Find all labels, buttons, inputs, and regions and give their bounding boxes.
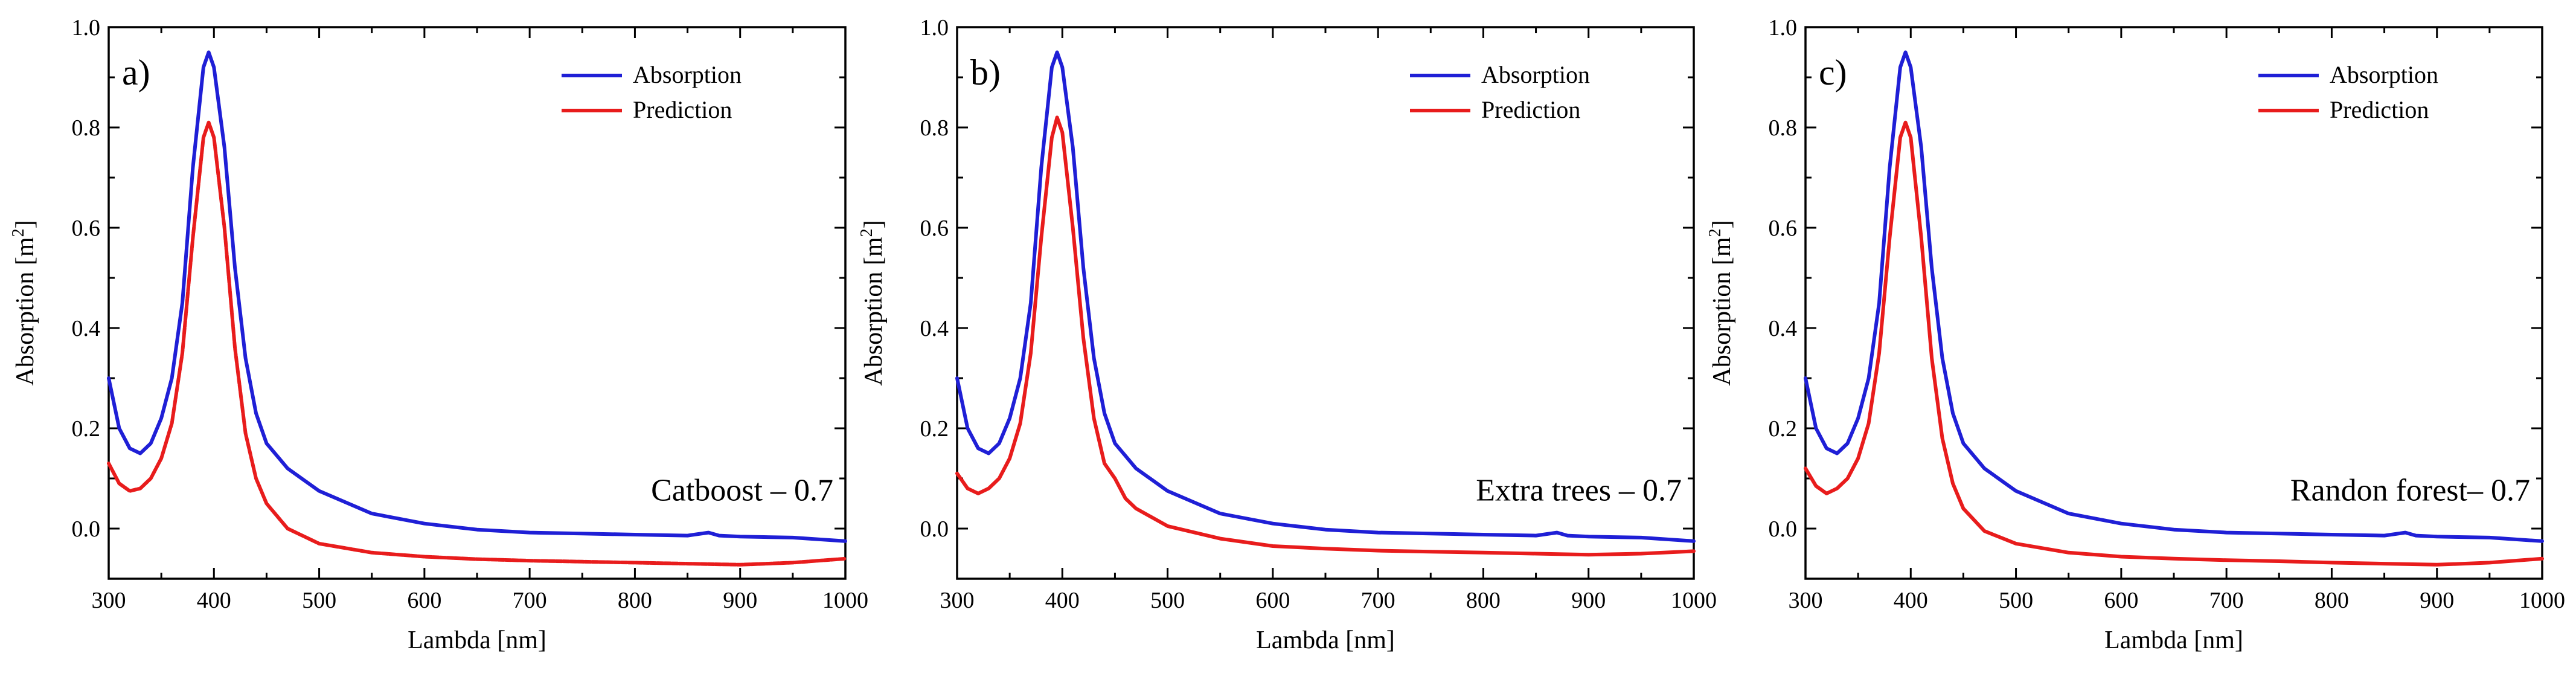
y-tick-label: 1.0 xyxy=(920,15,949,40)
legend-label-absorption: Absorption xyxy=(633,61,742,88)
y-axis-title-main: Absorption [m xyxy=(1708,237,1736,385)
y-tick-label: 0.0 xyxy=(920,516,949,542)
model-annotation: Randon forest– 0.7 xyxy=(2290,473,2530,507)
y-tick-label: 0.6 xyxy=(1769,216,1798,241)
x-tick-label: 300 xyxy=(940,588,975,613)
y-tick-label: 0.2 xyxy=(1769,416,1798,442)
x-tick-label: 1000 xyxy=(2519,588,2565,613)
y-axis-title-superscript: 2 xyxy=(857,228,876,237)
x-tick-label: 800 xyxy=(618,588,652,613)
y-tick-label: 1.0 xyxy=(1769,15,1798,40)
y-tick-label: 0.0 xyxy=(72,516,101,542)
series-line-absorption xyxy=(1804,50,2544,543)
x-axis-title: Lambda [nm] xyxy=(2104,626,2243,654)
x-axis-title: Lambda [nm] xyxy=(1256,626,1395,654)
legend-label-prediction: Prediction xyxy=(633,96,732,123)
panel-label: c) xyxy=(1819,53,1847,92)
legend-label-prediction: Prediction xyxy=(2330,96,2429,123)
x-tick-label: 500 xyxy=(1150,588,1185,613)
y-tick-label: 0.0 xyxy=(1769,516,1798,542)
y-axis-title-main: Absorption [m xyxy=(860,237,888,385)
y-axis-title-main: Absorption [m xyxy=(11,237,39,385)
y-axis-title: Absorption [m2] xyxy=(9,220,39,385)
y-axis-title-end: ] xyxy=(11,220,39,228)
panel-label: b) xyxy=(970,53,1001,92)
x-tick-label: 400 xyxy=(1894,588,1928,613)
legend-label-absorption: Absorption xyxy=(1481,61,1590,88)
x-tick-label: 300 xyxy=(92,588,126,613)
chart-panel-b: 300 400 500 600 700 800 900 1000 0.0 0.2 0.4 0.6 0.8… xyxy=(857,15,1717,654)
x-tick-label: 800 xyxy=(2315,588,2349,613)
y-axis-title-superscript: 2 xyxy=(1706,228,1725,237)
y-tick-label: 0.8 xyxy=(920,115,949,141)
y-axis-title-end: ] xyxy=(860,220,888,228)
x-tick-label: 700 xyxy=(2209,588,2244,613)
chart-panel-a: 300 400 500 600 700 800 900 1000 0.0 0.2 0.4 0.6 0.8… xyxy=(9,15,868,654)
y-axis-title-superscript: 2 xyxy=(9,228,28,237)
model-annotation: Catboost – 0.7 xyxy=(651,473,833,507)
legend-label-absorption: Absorption xyxy=(2330,61,2438,88)
x-tick-label: 1000 xyxy=(822,588,868,613)
series-line-prediction xyxy=(1804,120,2544,567)
y-tick-label: 0.4 xyxy=(920,316,949,341)
y-tick-label: 0.4 xyxy=(72,316,101,341)
model-annotation: Extra trees – 0.7 xyxy=(1476,473,1682,507)
y-tick-label: 0.6 xyxy=(920,216,949,241)
y-axis-title-end: ] xyxy=(1708,220,1736,228)
x-tick-label: 600 xyxy=(407,588,441,613)
x-tick-label: 800 xyxy=(1466,588,1501,613)
x-tick-label: 600 xyxy=(1255,588,1290,613)
chart-panel-c: 300 400 500 600 700 800 900 1000 0.0 0.2 0.4 0.6 0.8… xyxy=(1706,15,2565,654)
y-tick-label: 0.8 xyxy=(1769,115,1798,141)
x-axis-title: Lambda [nm] xyxy=(408,626,546,654)
y-tick-label: 0.2 xyxy=(920,416,949,442)
y-tick-label: 0.6 xyxy=(72,216,101,241)
legend-label-prediction: Prediction xyxy=(1481,96,1580,123)
y-tick-label: 0.8 xyxy=(72,115,101,141)
x-tick-label: 1000 xyxy=(1671,588,1717,613)
y-axis-title: Absorption [m2] xyxy=(857,220,888,385)
x-tick-label: 600 xyxy=(2104,588,2138,613)
series-line-absorption xyxy=(107,50,847,543)
x-tick-label: 500 xyxy=(302,588,336,613)
y-axis-title: Absorption [m2] xyxy=(1706,220,1736,385)
panel-label: a) xyxy=(122,53,150,92)
x-tick-label: 500 xyxy=(1999,588,2033,613)
x-tick-label: 400 xyxy=(197,588,231,613)
x-tick-label: 300 xyxy=(1789,588,1823,613)
y-tick-label: 0.2 xyxy=(72,416,101,442)
x-tick-label: 900 xyxy=(723,588,757,613)
series-line-prediction xyxy=(955,115,1696,557)
x-tick-label: 900 xyxy=(1571,588,1606,613)
series-line-prediction xyxy=(107,120,847,567)
x-tick-label: 700 xyxy=(1361,588,1395,613)
y-tick-label: 1.0 xyxy=(72,15,101,40)
x-tick-label: 400 xyxy=(1045,588,1080,613)
y-tick-label: 0.4 xyxy=(1769,316,1798,341)
x-tick-label: 700 xyxy=(513,588,547,613)
x-tick-label: 900 xyxy=(2420,588,2454,613)
series-line-absorption xyxy=(955,50,1696,543)
